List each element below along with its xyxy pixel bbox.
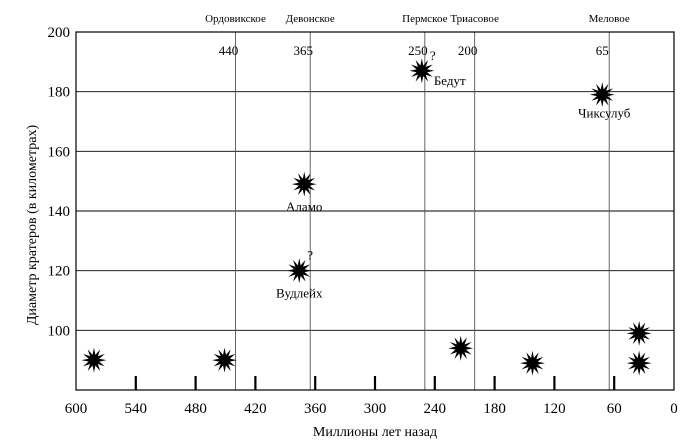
crater-marker-7 (589, 82, 615, 108)
x-tick-label-540: 540 (125, 401, 148, 417)
x-tick-label-600: 600 (65, 401, 88, 417)
extinction-age-4: 65 (596, 43, 609, 58)
extinction-name-4: Меловое (589, 13, 630, 25)
y-tick-label-140: 140 (48, 204, 71, 220)
extinction-age-3: 200 (458, 43, 478, 58)
grid-lines (76, 31, 674, 331)
y-tick-label-200: 200 (48, 25, 71, 41)
crater-label-3: Вудлейх (276, 286, 323, 301)
x-tick-label-360: 360 (304, 401, 327, 417)
x-axis-label: Миллионы лет назад (313, 425, 437, 440)
crater-marker-6 (519, 350, 545, 376)
extinction-name-0: Ордовикское (205, 13, 266, 25)
y-axis-ticks: 100 120 140 160 180 200 (48, 25, 71, 339)
x-tick-label-480: 480 (184, 401, 207, 417)
crater-marker-2 (291, 171, 317, 197)
crater-marker-1 (212, 347, 237, 373)
x-tick-label-240: 240 (424, 401, 447, 417)
x-tick-label-0: 0 (670, 401, 678, 417)
x-tick-label-180: 180 (483, 401, 506, 417)
crater-markers: Аламо Вудлейх? Бедут? Чиксулуб (81, 48, 652, 376)
x-tick-label-60: 60 (607, 401, 622, 417)
x-tick-label-420: 420 (244, 401, 267, 417)
crater-question-3: ? (307, 248, 313, 263)
crater-marker-9 (626, 350, 652, 376)
extinction-age-2: 250 (408, 43, 428, 58)
crater-label-7: Чиксулуб (578, 106, 631, 121)
crater-label-2: Аламо (286, 199, 322, 214)
extinction-name-2: Пермское (402, 13, 447, 25)
crater-marker-4 (409, 58, 435, 84)
y-tick-label-180: 180 (48, 85, 71, 101)
y-tick-label-120: 120 (48, 264, 71, 280)
y-tick-label-160: 160 (48, 144, 71, 160)
crater-question-4: ? (430, 48, 436, 63)
crater-marker-5 (448, 335, 474, 361)
y-axis-label: Диаметр кратеров (в километрах) (25, 125, 40, 326)
extinction-age-1: 365 (293, 43, 313, 58)
x-tick-label-300: 300 (364, 401, 387, 417)
y-tick-label-100: 100 (48, 323, 71, 339)
crater-marker-8 (626, 320, 652, 346)
extinction-age-0: 440 (219, 43, 239, 58)
crater-label-4: Бедут (434, 73, 466, 88)
extinction-name-3: Триасовое (450, 13, 499, 25)
crater-marker-3 (286, 258, 312, 284)
crater-marker-0 (81, 347, 107, 373)
extinction-name-1: Девонское (286, 13, 335, 25)
extinction-event-lines: Ордовикское 440 Девонское 365 Пермское 250 Три… (205, 13, 630, 390)
x-axis-ticks: 600 540 480 420 360 300 240 180 120 60 0 (65, 376, 678, 417)
x-tick-label-120: 120 (543, 401, 566, 417)
